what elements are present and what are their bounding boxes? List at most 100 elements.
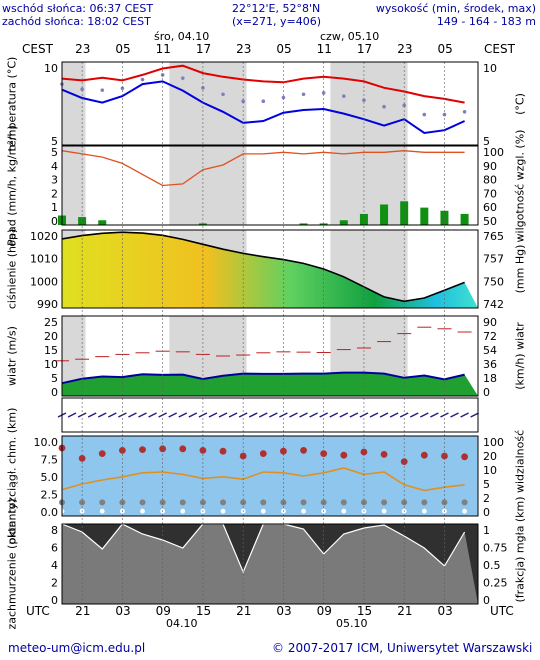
hour-label: 11 (155, 42, 171, 56)
tick-label: 5 (51, 135, 58, 148)
tick-label: 90 (483, 316, 497, 329)
wind-arrow (409, 412, 419, 418)
height-values: 149 - 164 - 183 m (436, 15, 536, 28)
cloud_cover-ylabel: zachmurzenie (oktanty) (5, 498, 19, 630)
footer-copyright: © 2007-2017 ICM, Uniwersytet Warszawski (272, 641, 533, 655)
precip-bar (440, 210, 449, 225)
tick-label: 10 (44, 62, 58, 75)
hour-label: 15 (195, 604, 212, 618)
temperature-point (301, 92, 306, 97)
panel-frame (61, 229, 479, 309)
tick-label: 10 (483, 62, 497, 75)
pressure-area (62, 232, 478, 308)
temperature-point (382, 104, 386, 109)
bottom-tz-left: UTC (26, 604, 50, 618)
cloud-layer-point (260, 508, 266, 514)
temperature-point (261, 99, 266, 103)
temperature-point (321, 91, 326, 95)
hour-label: 05 (276, 42, 292, 56)
night-band (62, 146, 86, 225)
cloud-layer-point (220, 499, 227, 506)
tick-label: 50 (483, 215, 497, 228)
precip-bar (339, 220, 348, 225)
wind-arrow (460, 412, 469, 418)
wind-arrow (138, 412, 147, 418)
tick-label: 2 (51, 187, 58, 200)
temperature-point (221, 92, 225, 97)
precip-bar (198, 223, 207, 225)
temperature-point (402, 103, 406, 108)
wind-arrow (349, 412, 359, 418)
precip-bar (78, 217, 87, 225)
visibility-point (219, 447, 227, 455)
tick-label: 3 (51, 174, 58, 187)
visibility-point (400, 458, 408, 465)
wind-arrow (309, 412, 318, 418)
tick-label: 1020 (30, 230, 58, 243)
tick-label: 54 (483, 344, 497, 357)
visibility_cloudbase-ylabel-right: (km) widzialność (513, 429, 527, 523)
footer-email[interactable]: meteo-um@icm.edu.pl (8, 641, 146, 655)
wind-arrow (299, 412, 308, 418)
tick-label: 36 (483, 358, 497, 371)
panel-bg (62, 62, 478, 145)
temperature-point (180, 76, 185, 80)
temperature-point (80, 87, 84, 92)
hour-label: 03 (115, 604, 131, 618)
humidity-line (61, 150, 465, 187)
wind-arrow (389, 412, 399, 418)
tick-label: 1 (51, 201, 58, 214)
hour-label: 05 (437, 42, 453, 56)
wind-arrow (148, 412, 157, 418)
pressure-ylabel-right: (mm Hg) (513, 244, 527, 294)
panel-bg (62, 146, 478, 225)
cloud_cover-ylabel-right: (frakcja) mgła (513, 525, 527, 603)
night-band (330, 62, 408, 145)
wind-arrow (450, 412, 459, 418)
tick-label: 0 (51, 594, 58, 607)
visibility-point (320, 450, 328, 457)
tick-label: 100 (483, 436, 504, 449)
visibility-point (98, 450, 106, 457)
tick-label: 0 (483, 594, 490, 607)
hour-label: 17 (356, 42, 373, 56)
tick-label: 2.5 (41, 489, 59, 502)
hour-label: 03 (437, 604, 453, 618)
cloud-layer-point (301, 508, 306, 514)
temperature-ylabel-right: (°C) (513, 92, 527, 115)
night-shading (62, 62, 478, 604)
visibility-point (420, 451, 428, 459)
visibility-point (159, 445, 167, 453)
temperature-point (462, 110, 467, 114)
cloud-layer-point (140, 508, 145, 514)
wind-arrow (248, 412, 258, 418)
wind-arrow (379, 412, 389, 418)
temperature-line (61, 64, 465, 104)
tick-label: 15 (44, 344, 58, 357)
pressure-ylabel: ciśnienie (hPa) (5, 228, 19, 310)
hour-label: 09 (316, 604, 332, 618)
chart-marks (55, 64, 479, 604)
cloud-layer-point (340, 499, 347, 506)
tick-label: 5.0 (41, 471, 59, 484)
pressure-line (61, 231, 465, 303)
hour-label: 05 (115, 42, 131, 56)
temperature-point (362, 98, 366, 103)
wind-arrow (289, 412, 298, 418)
wind-arrow (208, 412, 218, 418)
tick-label: 5 (483, 135, 490, 148)
hour-label: 03 (276, 604, 292, 618)
tick-label: 0 (483, 386, 490, 399)
hour-label: 23 (397, 42, 413, 56)
temperature-point (422, 112, 427, 117)
wind-line (61, 371, 465, 385)
top-day1: śro, 04.10 (154, 30, 210, 43)
cloud-layer-point (381, 499, 388, 506)
tick-label: 990 (37, 298, 58, 311)
tick-label: 72 (483, 330, 497, 343)
temperature-point (100, 88, 105, 92)
tick-label: 5 (51, 372, 58, 385)
tick-label: 765 (483, 230, 504, 243)
visibility-point (340, 451, 348, 459)
cloud-layer-point (139, 499, 146, 506)
